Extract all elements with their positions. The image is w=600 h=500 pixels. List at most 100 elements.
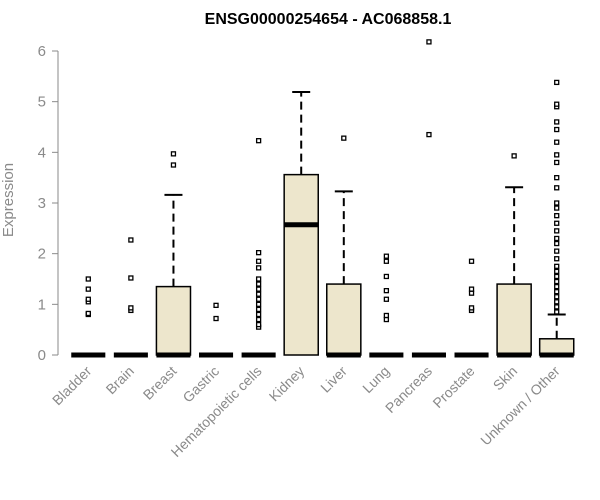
outlier-point [554,205,560,211]
outlier-point [213,302,219,308]
outlier-point [554,278,560,285]
outlier-point [255,306,262,313]
outlier-point [255,265,262,271]
outlier-point [468,286,475,292]
outlier-point [554,273,560,280]
outlier-point [468,305,475,311]
outlier-point [554,289,560,295]
outlier-point [554,256,560,262]
outlier-point [255,258,262,264]
box-iqr [496,283,532,356]
y-tick-label: 6 [38,43,46,60]
x-tick-label: Pancreas [382,363,435,416]
outlier-point [426,39,432,45]
outlier-point [554,175,560,181]
box-group [155,151,192,358]
outlier-point [170,151,177,157]
box-group [199,302,234,358]
box-group [454,258,489,358]
x-tick-label: Lung [359,363,392,396]
y-tick-label: 4 [38,144,46,161]
y-axis-label: Expression [0,163,17,237]
outlier-point [128,275,134,281]
outlier-point [426,131,432,138]
outlier-point [128,305,134,311]
outlier-point [554,268,560,275]
outlier-point [554,220,560,226]
box-group [283,91,319,356]
outlier-point [554,101,560,107]
outlier-point [554,304,560,310]
outlier-point [468,258,475,264]
outlier-point [255,250,262,256]
box-group [241,138,276,358]
y-axis-ticks: 0 1 2 3 4 5 6 [38,43,58,364]
box-iqr [283,173,319,356]
y-tick-label: 5 [38,94,46,111]
x-tick-label: Prostate [429,363,477,411]
y-tick-label: 3 [38,195,46,212]
x-tick-label: Unknown / Other [477,363,563,449]
outlier-point [554,228,560,234]
outlier-point [554,152,560,158]
y-tick-label: 0 [38,347,46,364]
outlier-point [255,286,262,292]
outlier-point [554,126,560,133]
outlier-point [554,213,560,219]
box-group [113,237,148,358]
outlier-point [554,240,560,247]
outlier-point [554,235,560,242]
outlier-point [383,316,390,323]
outlier-point [468,290,475,296]
box-group [369,253,404,358]
box-group [71,276,106,358]
box-iqr [155,285,192,356]
outlier-point [85,296,91,302]
outlier-point [255,138,262,144]
outlier-point [554,139,560,145]
outlier-point [511,153,517,159]
outlier-point [554,263,560,269]
outlier-point [128,237,134,243]
x-tick-label: Liver [317,363,350,396]
outlier-point [255,276,262,282]
outlier-point [554,283,560,290]
outlier-point [255,321,262,328]
outlier-point [554,309,560,315]
y-tick-label: 2 [38,246,46,263]
outlier-point [383,312,390,319]
outlier-point [554,248,560,254]
outlier-point [213,315,219,322]
outlier-point [341,135,347,141]
outlier-point [170,162,177,168]
box-group [326,135,362,358]
x-tick-label: Kidney [266,363,308,405]
x-tick-label: Breast [140,363,180,403]
outlier-point [85,310,91,317]
outlier-point [85,286,91,292]
box-group [411,39,446,358]
outlier-point [554,200,560,206]
outlier-point [554,119,560,125]
outlier-point [255,281,262,287]
box-iqr [326,283,362,356]
outlier-point [554,185,560,191]
box-group [538,79,575,358]
outlier-point [554,79,560,86]
box-series [71,39,575,358]
outlier-point [255,296,262,302]
outlier-point [255,316,262,323]
outlier-point [554,294,560,300]
outlier-point [383,296,390,302]
outlier-point [383,273,390,280]
x-tick-label: Bladder [49,363,95,409]
outlier-point [255,291,262,297]
outlier-point [554,159,560,166]
x-tick-label: Skin [490,363,521,394]
outlier-point [383,253,390,259]
outlier-point [85,276,91,282]
outlier-point [383,288,390,294]
outlier-point [255,301,262,307]
